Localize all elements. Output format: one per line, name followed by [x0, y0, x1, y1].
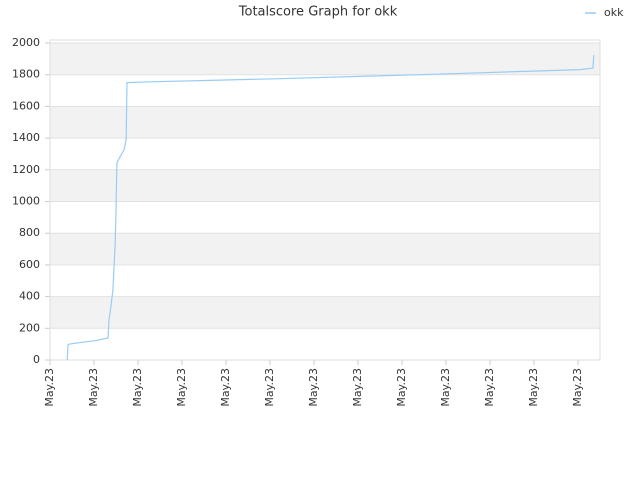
y-tick-label: 1400 — [12, 131, 40, 144]
x-tick-label: May.23 — [395, 368, 408, 407]
data-line — [66, 55, 595, 361]
y-tick-label: 1600 — [12, 99, 40, 112]
y-tick-label: 1000 — [12, 195, 40, 208]
y-tick-label: 400 — [19, 290, 40, 303]
y-tick-label: 200 — [19, 321, 40, 334]
x-tick-label: May.23 — [571, 368, 584, 407]
grid-band — [50, 43, 600, 75]
x-tick-label: May.23 — [351, 368, 364, 407]
chart-title: Totalscore Graph for okk — [238, 5, 398, 20]
y-tick-label: 800 — [19, 226, 40, 239]
grid-band — [50, 233, 600, 265]
x-tick-label: May.23 — [175, 368, 188, 407]
x-tick-label: May.23 — [43, 368, 56, 407]
y-tick-label: 600 — [19, 258, 40, 271]
grid-band — [50, 296, 600, 329]
y-tick-label: 1800 — [12, 68, 40, 81]
x-tick-label: May.23 — [483, 368, 496, 407]
legend-label: okk — [604, 6, 624, 19]
grid-band — [50, 169, 600, 202]
grid-band — [50, 106, 600, 139]
plot-border — [49, 39, 601, 361]
x-tick-label: May.23 — [219, 368, 232, 407]
y-tick-label: 0 — [33, 353, 40, 366]
x-tick-label: May.23 — [87, 368, 100, 407]
x-tick-label: May.23 — [527, 368, 540, 407]
y-tick-label: 2000 — [12, 36, 40, 49]
y-tick-label: 1200 — [12, 163, 40, 176]
x-tick-label: May.23 — [263, 368, 276, 407]
x-tick-label: May.23 — [439, 368, 452, 407]
x-tick-label: May.23 — [131, 368, 144, 407]
x-tick-label: May.23 — [307, 368, 320, 407]
